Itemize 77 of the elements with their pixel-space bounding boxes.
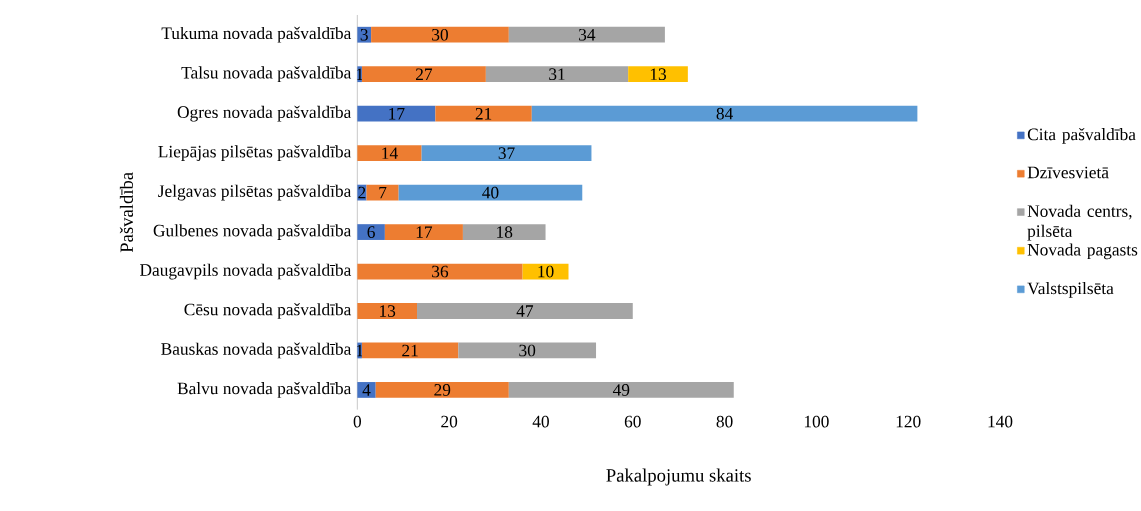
x-tick-label: 40 [532,415,549,428]
bar [628,66,688,83]
y-axis-title: Pašvaldība [119,172,134,253]
bar [421,145,592,162]
y-tick-label: Tukuma novada pašvaldība [161,26,352,43]
data-label: 13 [380,305,396,317]
bar [361,66,486,83]
bar [357,145,422,162]
y-tick-label: Ogres novada pašvaldība [177,105,352,122]
data-label: 29 [434,384,451,396]
y-tick-label: Liepājas pilsētas pašvaldība [158,145,352,161]
bar [508,382,734,398]
legend-label: Cita pašvaldība [1027,128,1136,144]
y-tick-label: Balvu novada pašvaldība [177,382,352,398]
data-label: 21 [475,107,492,120]
y-tick-label: Jelgavas pilsētas pašvaldība [158,184,352,201]
bar [458,342,597,359]
bar [357,224,385,240]
data-label: 49 [612,384,630,396]
bar [384,224,463,240]
x-tick-label: 80 [716,415,733,428]
data-label: 30 [519,344,536,357]
bar [417,303,633,319]
legend-label: Dzīvesvietā [1027,166,1109,179]
data-label: 1 [356,68,363,80]
x-tick-label: 20 [441,415,458,428]
data-label: 84 [716,107,733,120]
y-tick-label: Cēsu novada pašvaldība [184,303,352,319]
data-label: 40 [482,186,499,199]
data-label: 37 [498,147,515,159]
x-tick-label: 60 [624,415,641,428]
data-label: 17 [416,226,433,238]
data-label: 18 [497,226,513,238]
data-label: 31 [549,68,565,81]
bar [357,303,418,319]
bar [357,263,523,280]
x-tick-label: 100 [804,415,829,428]
data-label: 34 [579,28,596,41]
bar [361,342,459,359]
data-label: 17 [389,107,405,120]
legend-label: Valstspilsēta [1027,282,1114,298]
data-label: 10 [538,265,554,278]
data-label: 47 [516,305,534,317]
bar [398,184,583,201]
data-label: 6 [367,226,375,238]
y-tick-label: Talsu novada pašvaldība [181,66,352,83]
bar [485,66,629,83]
data-label: 14 [382,147,398,159]
bar [531,105,918,122]
bar [371,26,509,43]
bar [357,382,376,398]
legend-label: Novada pagasts [1027,243,1138,260]
data-label: 13 [650,68,666,81]
data-label: 4 [362,384,371,396]
y-tick-label: Daugavpils novada pašvaldība [140,263,352,280]
legend-label: Novada centrs, pilsēta [1027,204,1132,241]
data-label: 1 [356,344,363,357]
y-tick-label: Gulbenes novada pašvaldība [153,224,352,240]
bar [508,26,665,43]
x-tick-label: 120 [896,415,921,428]
bar [462,224,546,240]
x-tick-label: 140 [988,415,1013,428]
x-axis-title: Pakalpojumu skaits [606,468,751,486]
bar [375,382,509,398]
bar [357,105,436,122]
x-tick-label: 0 [353,415,362,428]
data-label: 3 [360,28,368,41]
data-label: 2 [358,186,366,199]
y-tick-label: Bauskas novada pašvaldība [161,342,352,359]
bar [366,184,399,201]
data-label: 7 [379,186,387,199]
bar [357,26,372,43]
data-label: 21 [402,344,418,357]
data-label: 30 [432,28,448,41]
data-label: 27 [415,68,433,80]
bar [435,105,532,122]
data-label: 36 [432,265,449,278]
